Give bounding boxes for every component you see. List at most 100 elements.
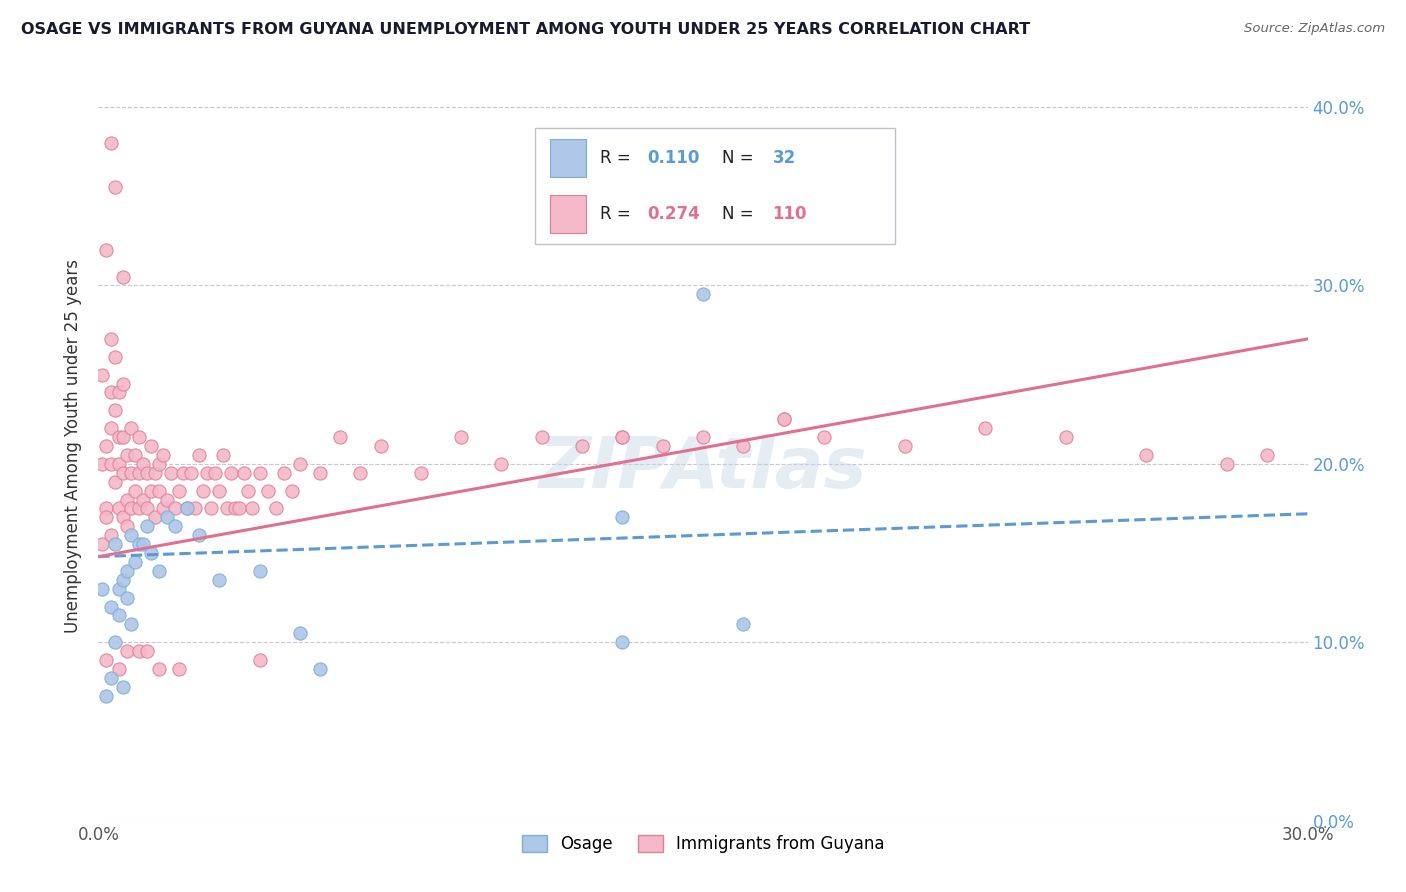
Point (91, 368, 114, 382)
Y-axis label: Unemployment Among Youth under 25 years: Unemployment Among Youth under 25 years (65, 259, 83, 633)
Point (100, 385, 122, 400)
Point (240, 501, 263, 516)
Point (1054, 430, 1077, 444)
Point (273, 466, 295, 480)
Point (651, 439, 673, 453)
Point (152, 448, 174, 462)
Point (180, 466, 202, 480)
Point (91, 457, 114, 471)
Point (135, 501, 157, 516)
Point (409, 466, 432, 480)
Point (692, 430, 714, 444)
Point (100, 528, 122, 542)
Point (96, 501, 118, 516)
Point (232, 466, 254, 480)
Point (100, 421, 122, 435)
Point (974, 421, 997, 435)
Point (100, 457, 122, 471)
Point (1216, 457, 1239, 471)
Point (612, 430, 634, 444)
Point (208, 483, 231, 498)
Point (176, 501, 198, 516)
Text: ZIPAtlas: ZIPAtlas (538, 434, 868, 503)
Point (143, 510, 166, 524)
Point (772, 412, 794, 426)
Point (212, 448, 235, 462)
Point (107, 457, 129, 471)
Point (135, 519, 157, 533)
Text: N =: N = (723, 149, 759, 167)
Text: 0.274: 0.274 (647, 205, 700, 223)
Point (208, 573, 231, 587)
Point (692, 287, 714, 301)
Point (107, 430, 129, 444)
Point (124, 555, 146, 569)
Point (107, 385, 129, 400)
Point (163, 501, 186, 516)
Text: N =: N = (723, 205, 759, 223)
Text: OSAGE VS IMMIGRANTS FROM GUYANA UNEMPLOYMENT AMONG YOUTH UNDER 25 YEARS CORRELAT: OSAGE VS IMMIGRANTS FROM GUYANA UNEMPLOY… (21, 22, 1031, 37)
Point (249, 564, 271, 578)
Text: R =: R = (600, 149, 636, 167)
Point (107, 501, 129, 516)
Point (139, 546, 162, 560)
Point (329, 430, 352, 444)
Point (221, 466, 243, 480)
Point (288, 457, 311, 471)
Point (612, 430, 634, 444)
Point (176, 501, 198, 516)
Point (120, 466, 142, 480)
Point (128, 430, 150, 444)
Point (156, 492, 179, 507)
Point (120, 421, 142, 435)
Point (91, 537, 114, 551)
Point (612, 635, 634, 649)
Point (115, 591, 138, 605)
Point (96, 689, 118, 703)
Point (224, 501, 246, 516)
Point (128, 537, 150, 551)
Point (188, 448, 211, 462)
Point (309, 662, 332, 676)
Point (103, 403, 125, 417)
Text: 0.110: 0.110 (647, 149, 699, 167)
Bar (550, 195, 586, 233)
Point (813, 430, 835, 444)
Point (107, 608, 129, 623)
Point (103, 475, 125, 489)
Point (288, 626, 311, 640)
Point (143, 466, 166, 480)
Point (1256, 448, 1278, 462)
Point (111, 510, 134, 524)
Point (188, 528, 211, 542)
Bar (550, 139, 586, 177)
Point (204, 466, 226, 480)
Point (264, 501, 287, 516)
Point (135, 466, 157, 480)
Point (96, 510, 118, 524)
Point (120, 617, 142, 632)
Point (156, 510, 179, 524)
Point (100, 671, 122, 685)
Point (217, 501, 239, 516)
Point (103, 180, 125, 194)
Point (111, 680, 134, 694)
Point (132, 492, 155, 507)
Text: R =: R = (600, 205, 636, 223)
FancyBboxPatch shape (536, 128, 896, 244)
Point (107, 582, 129, 596)
Point (195, 466, 218, 480)
Point (370, 439, 392, 453)
Point (103, 350, 125, 364)
Point (491, 457, 513, 471)
Point (111, 430, 134, 444)
Point (772, 412, 794, 426)
Point (100, 136, 122, 150)
Point (115, 564, 138, 578)
Point (115, 644, 138, 658)
Point (128, 501, 150, 516)
Point (167, 483, 190, 498)
Point (148, 457, 170, 471)
Point (135, 644, 157, 658)
Point (249, 466, 271, 480)
